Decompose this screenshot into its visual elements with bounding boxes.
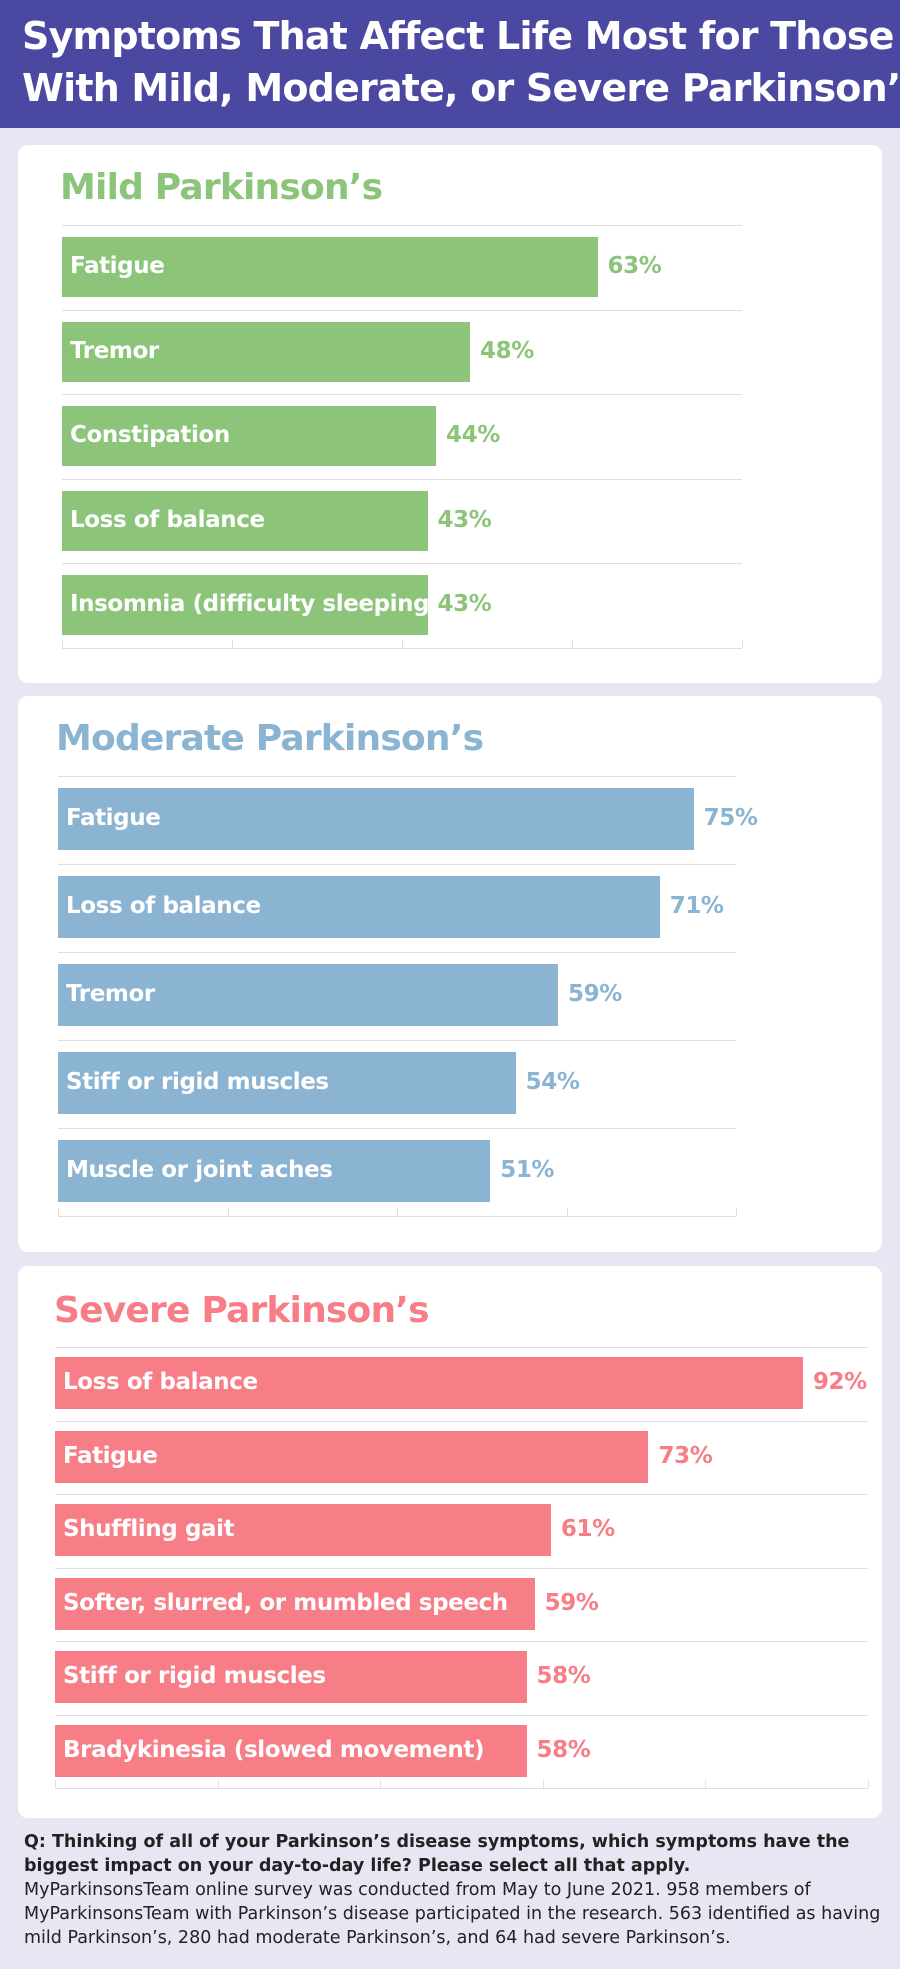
axis-tick xyxy=(217,1780,219,1788)
row-gridline xyxy=(62,225,742,226)
row-gridline xyxy=(55,1494,868,1495)
bar-value-label: 43% xyxy=(437,591,492,617)
chart-title-severe: Severe Parkinson’s xyxy=(54,1290,430,1331)
row-gridline xyxy=(62,394,742,395)
bar-category-label: Constipation xyxy=(70,422,230,448)
bar xyxy=(62,321,470,382)
bar-category-label: Softer, slurred, or mumbled speech xyxy=(63,1589,508,1616)
bar xyxy=(55,1577,535,1630)
chart-title-mild: Mild Parkinson’s xyxy=(60,167,383,208)
bar-value-label: 59% xyxy=(544,1589,599,1616)
bar xyxy=(58,964,559,1026)
row-gridline xyxy=(55,1347,868,1348)
bar-category-label: Insomnia (difficulty sleeping) xyxy=(70,591,440,617)
row-gridline xyxy=(55,1788,868,1789)
bar-category-label: Shuffling gait xyxy=(63,1516,235,1542)
bar xyxy=(62,575,428,635)
bar-value-label: 63% xyxy=(607,253,662,279)
axis-tick xyxy=(402,639,403,648)
row-gridline xyxy=(58,864,736,865)
bar-category-label: Fatigue xyxy=(66,805,161,831)
header-banner: Symptoms That Affect Life Most for Those… xyxy=(0,0,900,128)
bar-value-label: 59% xyxy=(568,981,622,1007)
bar-category-label: Stiff or rigid muscles xyxy=(63,1663,326,1689)
bar-value-label: 71% xyxy=(669,893,724,919)
bar-value-label: 58% xyxy=(536,1663,591,1689)
bar-category-label: Loss of balance xyxy=(70,506,265,533)
chart-title-moderate: Moderate Parkinson’s xyxy=(56,718,484,759)
bar-value-label: 92% xyxy=(812,1369,867,1395)
row-gridline xyxy=(62,647,742,649)
axis-tick xyxy=(58,1208,59,1216)
chart-panel-mild: Mild Parkinson’s Fatigue 63% Tremor 48% Const… xyxy=(18,145,882,683)
row-gridline xyxy=(55,1420,868,1422)
survey-question: Q: Thinking of all of your Parkinson’s d… xyxy=(24,1832,850,1876)
bar-category-label: Fatigue xyxy=(63,1442,158,1469)
axis-tick xyxy=(397,1208,398,1216)
axis-tick xyxy=(566,1208,568,1216)
bar xyxy=(55,1651,527,1703)
row-gridline xyxy=(55,1714,868,1716)
axis-tick xyxy=(380,1780,382,1788)
row-gridline xyxy=(58,776,736,777)
bar xyxy=(55,1724,527,1777)
bar-value-label: 44% xyxy=(446,422,500,448)
bar xyxy=(62,406,436,466)
bar-category-label: Muscle or joint aches xyxy=(66,1157,333,1183)
row-gridline xyxy=(58,1040,736,1041)
bar-value-label: 48% xyxy=(480,337,534,364)
chart-panel-severe: Severe Parkinson’s Loss of balance 92% Fati… xyxy=(18,1266,882,1818)
bar-category-label: Fatigue xyxy=(70,253,165,279)
row-gridline xyxy=(62,563,742,564)
bar-value-label: 51% xyxy=(500,1157,555,1183)
axis-tick xyxy=(55,1780,56,1788)
bar xyxy=(58,876,660,938)
bar-value-label: 73% xyxy=(658,1442,713,1469)
bar-category-label: Loss of balance xyxy=(63,1369,258,1395)
footer: Q: Thinking of all of your Parkinson’s d… xyxy=(24,1830,884,1950)
bar xyxy=(62,237,598,297)
bar xyxy=(58,1140,491,1202)
bar-category-label: Bradykinesia (slowed movement) xyxy=(63,1736,485,1763)
bar-value-label: 54% xyxy=(525,1069,580,1095)
axis-tick xyxy=(742,639,743,648)
axis-tick xyxy=(736,1208,737,1216)
axis-tick xyxy=(705,1780,707,1788)
page-title-line-1: Symptoms That Affect Life Most for Those xyxy=(22,14,894,58)
bar xyxy=(58,1052,516,1114)
page-title-line-2: With Mild, Moderate, or Severe Parkinson… xyxy=(22,66,900,110)
bar-category-label: Stiff or rigid muscles xyxy=(66,1069,329,1095)
bar xyxy=(58,788,694,850)
chart-panel-moderate: Moderate Parkinson’s Fatigue 75% Loss of ba… xyxy=(18,696,882,1252)
bar xyxy=(55,1504,551,1556)
bar xyxy=(55,1357,803,1409)
row-gridline xyxy=(62,478,742,480)
axis-tick xyxy=(62,639,63,648)
bar-category-label: Tremor xyxy=(70,337,159,364)
axis-tick xyxy=(572,639,573,648)
axis-tick xyxy=(542,1780,544,1788)
row-gridline xyxy=(58,952,736,953)
axis-tick xyxy=(868,1780,869,1788)
row-gridline xyxy=(58,1216,736,1217)
row-gridline xyxy=(55,1641,868,1642)
bar-value-label: 43% xyxy=(437,506,492,533)
bar-category-label: Loss of balance xyxy=(66,893,261,919)
bar xyxy=(62,490,428,551)
bar-category-label: Tremor xyxy=(66,981,155,1007)
axis-tick xyxy=(227,1208,229,1216)
bar-value-label: 61% xyxy=(560,1516,615,1542)
survey-note: MyParkinsonsTeam online survey was condu… xyxy=(24,1880,881,1948)
bar-value-label: 58% xyxy=(536,1736,591,1763)
axis-tick xyxy=(232,639,233,648)
bar xyxy=(55,1430,649,1483)
row-gridline xyxy=(58,1128,736,1129)
row-gridline xyxy=(62,309,742,311)
bar-value-label: 75% xyxy=(703,805,758,831)
row-gridline xyxy=(55,1567,868,1569)
